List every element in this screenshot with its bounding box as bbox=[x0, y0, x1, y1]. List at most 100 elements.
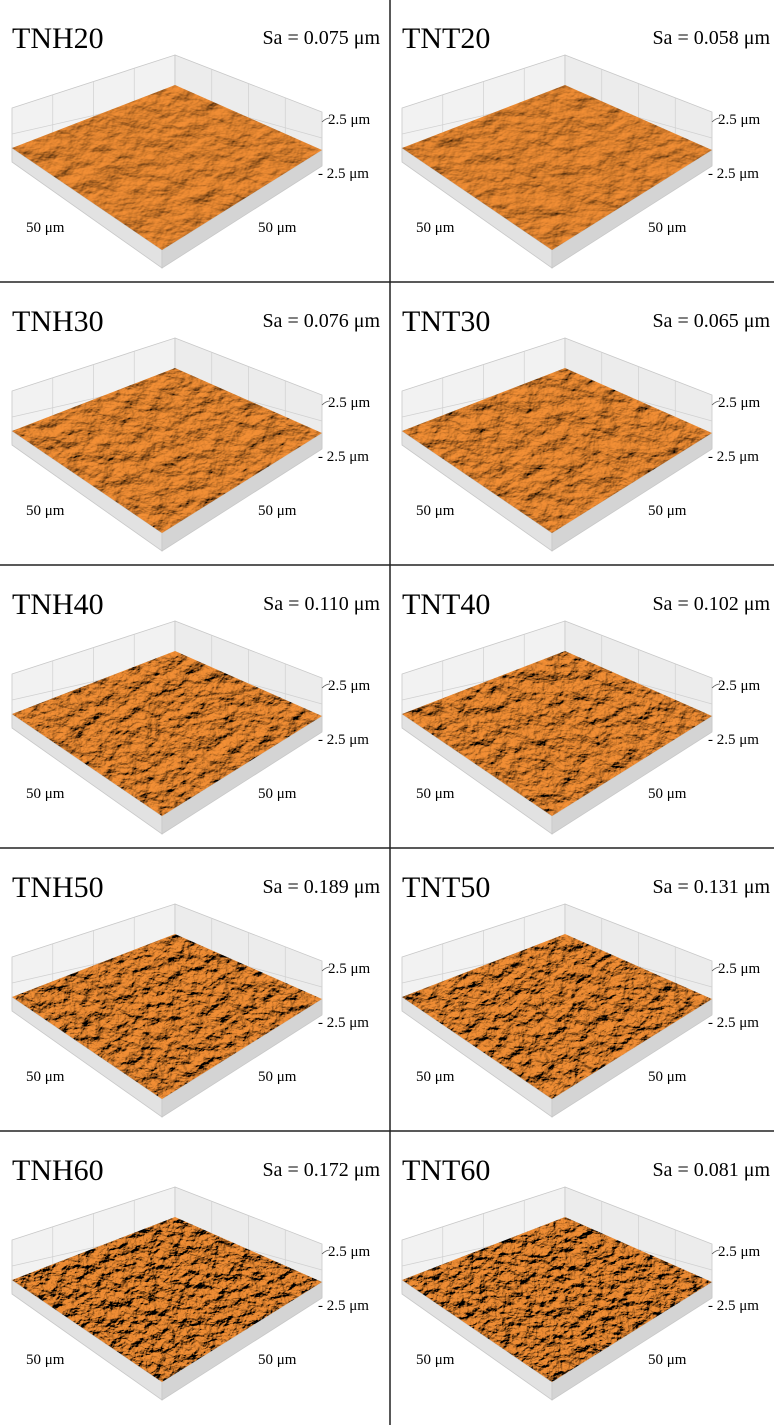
panel: TNT30 Sa = 0.065 μm 2.5 μm - 2.5 μm 50 μm 50 … bbox=[401, 305, 770, 552]
panel-title: TNH40 bbox=[12, 588, 104, 621]
panel-title: TNT40 bbox=[402, 588, 490, 621]
panel: TNH20 Sa = 0.075 μm 2.5 μm - 2.5 μm 50 μm 50 … bbox=[11, 22, 380, 269]
roughness-label: Sa = 0.131 μm bbox=[652, 876, 770, 898]
y-axis-label: 50 μm bbox=[648, 1352, 687, 1368]
roughness-label: Sa = 0.110 μm bbox=[263, 593, 380, 615]
z-min-label: - 2.5 μm bbox=[708, 166, 759, 182]
z-max-label: 2.5 μm bbox=[718, 961, 761, 977]
x-axis-label: 50 μm bbox=[26, 786, 65, 802]
surface-plot bbox=[11, 903, 331, 1118]
z-min-label: - 2.5 μm bbox=[318, 166, 369, 182]
panel: TNH50 Sa = 0.189 μm 2.5 μm - 2.5 μm 50 μm 50 … bbox=[11, 871, 380, 1118]
y-axis-label: 50 μm bbox=[648, 1069, 687, 1085]
surface bbox=[402, 85, 712, 250]
panel-title: TNT20 bbox=[402, 22, 490, 55]
y-axis-label: 50 μm bbox=[258, 786, 297, 802]
z-axis-tick bbox=[321, 683, 331, 689]
z-min-label: - 2.5 μm bbox=[708, 449, 759, 465]
x-axis-label: 50 μm bbox=[416, 1352, 455, 1368]
surface-plot bbox=[11, 1186, 331, 1401]
roughness-label: Sa = 0.189 μm bbox=[262, 876, 380, 898]
surface bbox=[12, 85, 322, 250]
panel-title: TNH50 bbox=[12, 871, 104, 904]
y-axis-label: 50 μm bbox=[648, 786, 687, 802]
surface-plot bbox=[401, 337, 721, 552]
surface bbox=[12, 651, 322, 816]
z-max-label: 2.5 μm bbox=[718, 112, 761, 128]
z-min-label: - 2.5 μm bbox=[708, 1298, 759, 1314]
panel-title: TNH60 bbox=[12, 1154, 104, 1187]
roughness-label: Sa = 0.102 μm bbox=[652, 593, 770, 615]
roughness-label: Sa = 0.076 μm bbox=[262, 310, 380, 332]
surface bbox=[402, 651, 712, 816]
surface bbox=[12, 368, 322, 533]
panel-title: TNH20 bbox=[12, 22, 104, 55]
x-axis-label: 50 μm bbox=[26, 220, 65, 236]
front-wall bbox=[551, 1281, 713, 1401]
surface-plot bbox=[401, 620, 721, 835]
z-max-label: 2.5 μm bbox=[718, 1244, 761, 1260]
surface bbox=[12, 1217, 322, 1382]
z-max-label: 2.5 μm bbox=[718, 395, 761, 411]
z-max-label: 2.5 μm bbox=[328, 395, 371, 411]
front-wall bbox=[551, 998, 713, 1118]
panel: TNT20 Sa = 0.058 μm 2.5 μm - 2.5 μm 50 μm 50 … bbox=[401, 22, 770, 269]
front-wall bbox=[551, 149, 713, 269]
x-axis-label: 50 μm bbox=[416, 503, 455, 519]
x-axis-label: 50 μm bbox=[416, 1069, 455, 1085]
front-wall bbox=[161, 1281, 323, 1401]
panel-title: TNT50 bbox=[402, 871, 490, 904]
x-axis-label: 50 μm bbox=[26, 1069, 65, 1085]
z-min-label: - 2.5 μm bbox=[318, 449, 369, 465]
surface bbox=[402, 368, 712, 533]
front-wall bbox=[551, 432, 713, 552]
y-axis-label: 50 μm bbox=[258, 1069, 297, 1085]
front-wall bbox=[161, 998, 323, 1118]
z-max-label: 2.5 μm bbox=[328, 112, 371, 128]
z-axis-tick bbox=[321, 966, 331, 972]
panel-title: TNT30 bbox=[402, 305, 490, 338]
surface-plot bbox=[401, 1186, 721, 1401]
panel: TNT50 Sa = 0.131 μm 2.5 μm - 2.5 μm 50 μm 50 … bbox=[401, 871, 770, 1118]
z-max-label: 2.5 μm bbox=[328, 1244, 371, 1260]
z-axis-tick bbox=[321, 400, 331, 406]
surface-plot bbox=[401, 903, 721, 1118]
roughness-label: Sa = 0.075 μm bbox=[262, 27, 380, 49]
panel: TNH40 Sa = 0.110 μm 2.5 μm - 2.5 μm 50 μm 50 … bbox=[11, 588, 380, 835]
x-axis-label: 50 μm bbox=[26, 503, 65, 519]
panel-title: TNH30 bbox=[12, 305, 104, 338]
roughness-label: Sa = 0.172 μm bbox=[262, 1159, 380, 1181]
front-wall bbox=[161, 432, 323, 552]
x-axis-label: 50 μm bbox=[416, 786, 455, 802]
surface-plot bbox=[11, 54, 331, 269]
y-axis-label: 50 μm bbox=[648, 503, 687, 519]
y-axis-label: 50 μm bbox=[648, 220, 687, 236]
z-min-label: - 2.5 μm bbox=[708, 1015, 759, 1031]
z-axis-tick bbox=[711, 1249, 721, 1255]
surface bbox=[402, 1217, 712, 1382]
panel: TNT60 Sa = 0.081 μm 2.5 μm - 2.5 μm 50 μm 50 … bbox=[401, 1154, 770, 1401]
surface bbox=[402, 934, 712, 1099]
z-axis-tick bbox=[711, 117, 721, 123]
surface-plot bbox=[11, 620, 331, 835]
y-axis-label: 50 μm bbox=[258, 220, 297, 236]
z-min-label: - 2.5 μm bbox=[318, 1298, 369, 1314]
z-min-label: - 2.5 μm bbox=[708, 732, 759, 748]
y-axis-label: 50 μm bbox=[258, 1352, 297, 1368]
z-min-label: - 2.5 μm bbox=[318, 1015, 369, 1031]
panel-title: TNT60 bbox=[402, 1154, 490, 1187]
z-axis-tick bbox=[711, 683, 721, 689]
z-max-label: 2.5 μm bbox=[328, 678, 371, 694]
z-axis-tick bbox=[321, 1249, 331, 1255]
roughness-label: Sa = 0.081 μm bbox=[652, 1159, 770, 1181]
surface-plot bbox=[11, 337, 331, 552]
z-axis-tick bbox=[321, 117, 331, 123]
z-min-label: - 2.5 μm bbox=[318, 732, 369, 748]
panel: TNT40 Sa = 0.102 μm 2.5 μm - 2.5 μm 50 μm 50 … bbox=[401, 588, 770, 835]
surface bbox=[12, 934, 322, 1099]
z-max-label: 2.5 μm bbox=[328, 961, 371, 977]
z-max-label: 2.5 μm bbox=[718, 678, 761, 694]
roughness-label: Sa = 0.058 μm bbox=[652, 27, 770, 49]
